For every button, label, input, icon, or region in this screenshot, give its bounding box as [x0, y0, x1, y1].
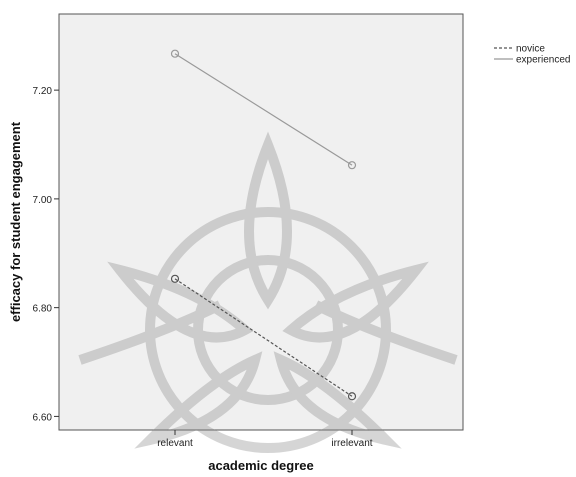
y-tick-label: 7.20	[33, 86, 53, 97]
y-axis-ticks: 6.60 6.80 7.00 7.20	[33, 86, 59, 423]
series-layer	[170, 49, 357, 401]
y-tick-label: 6.60	[33, 412, 53, 423]
series-line-experienced	[174, 53, 353, 166]
legend-label-novice: novice	[516, 44, 545, 55]
legend-label-experienced: experienced	[516, 55, 570, 66]
data-point-novice	[347, 392, 357, 401]
y-tick-label: 7.00	[33, 195, 53, 206]
data-point-experienced	[347, 161, 357, 170]
x-tick-label: relevant	[157, 438, 193, 449]
x-tick-label: irrelevant	[331, 438, 372, 449]
x-axis-ticks: relevant irrelevant	[157, 430, 373, 449]
series-line-novice	[174, 278, 353, 397]
y-tick-label: 6.80	[33, 304, 53, 315]
watermark-ornament	[78, 131, 458, 453]
x-axis-title: academic degree	[208, 458, 314, 473]
data-point-novice	[170, 274, 180, 283]
data-point-experienced	[170, 49, 180, 58]
plot-area	[58, 13, 464, 431]
y-axis-title: efficacy for student engagement	[8, 121, 23, 322]
